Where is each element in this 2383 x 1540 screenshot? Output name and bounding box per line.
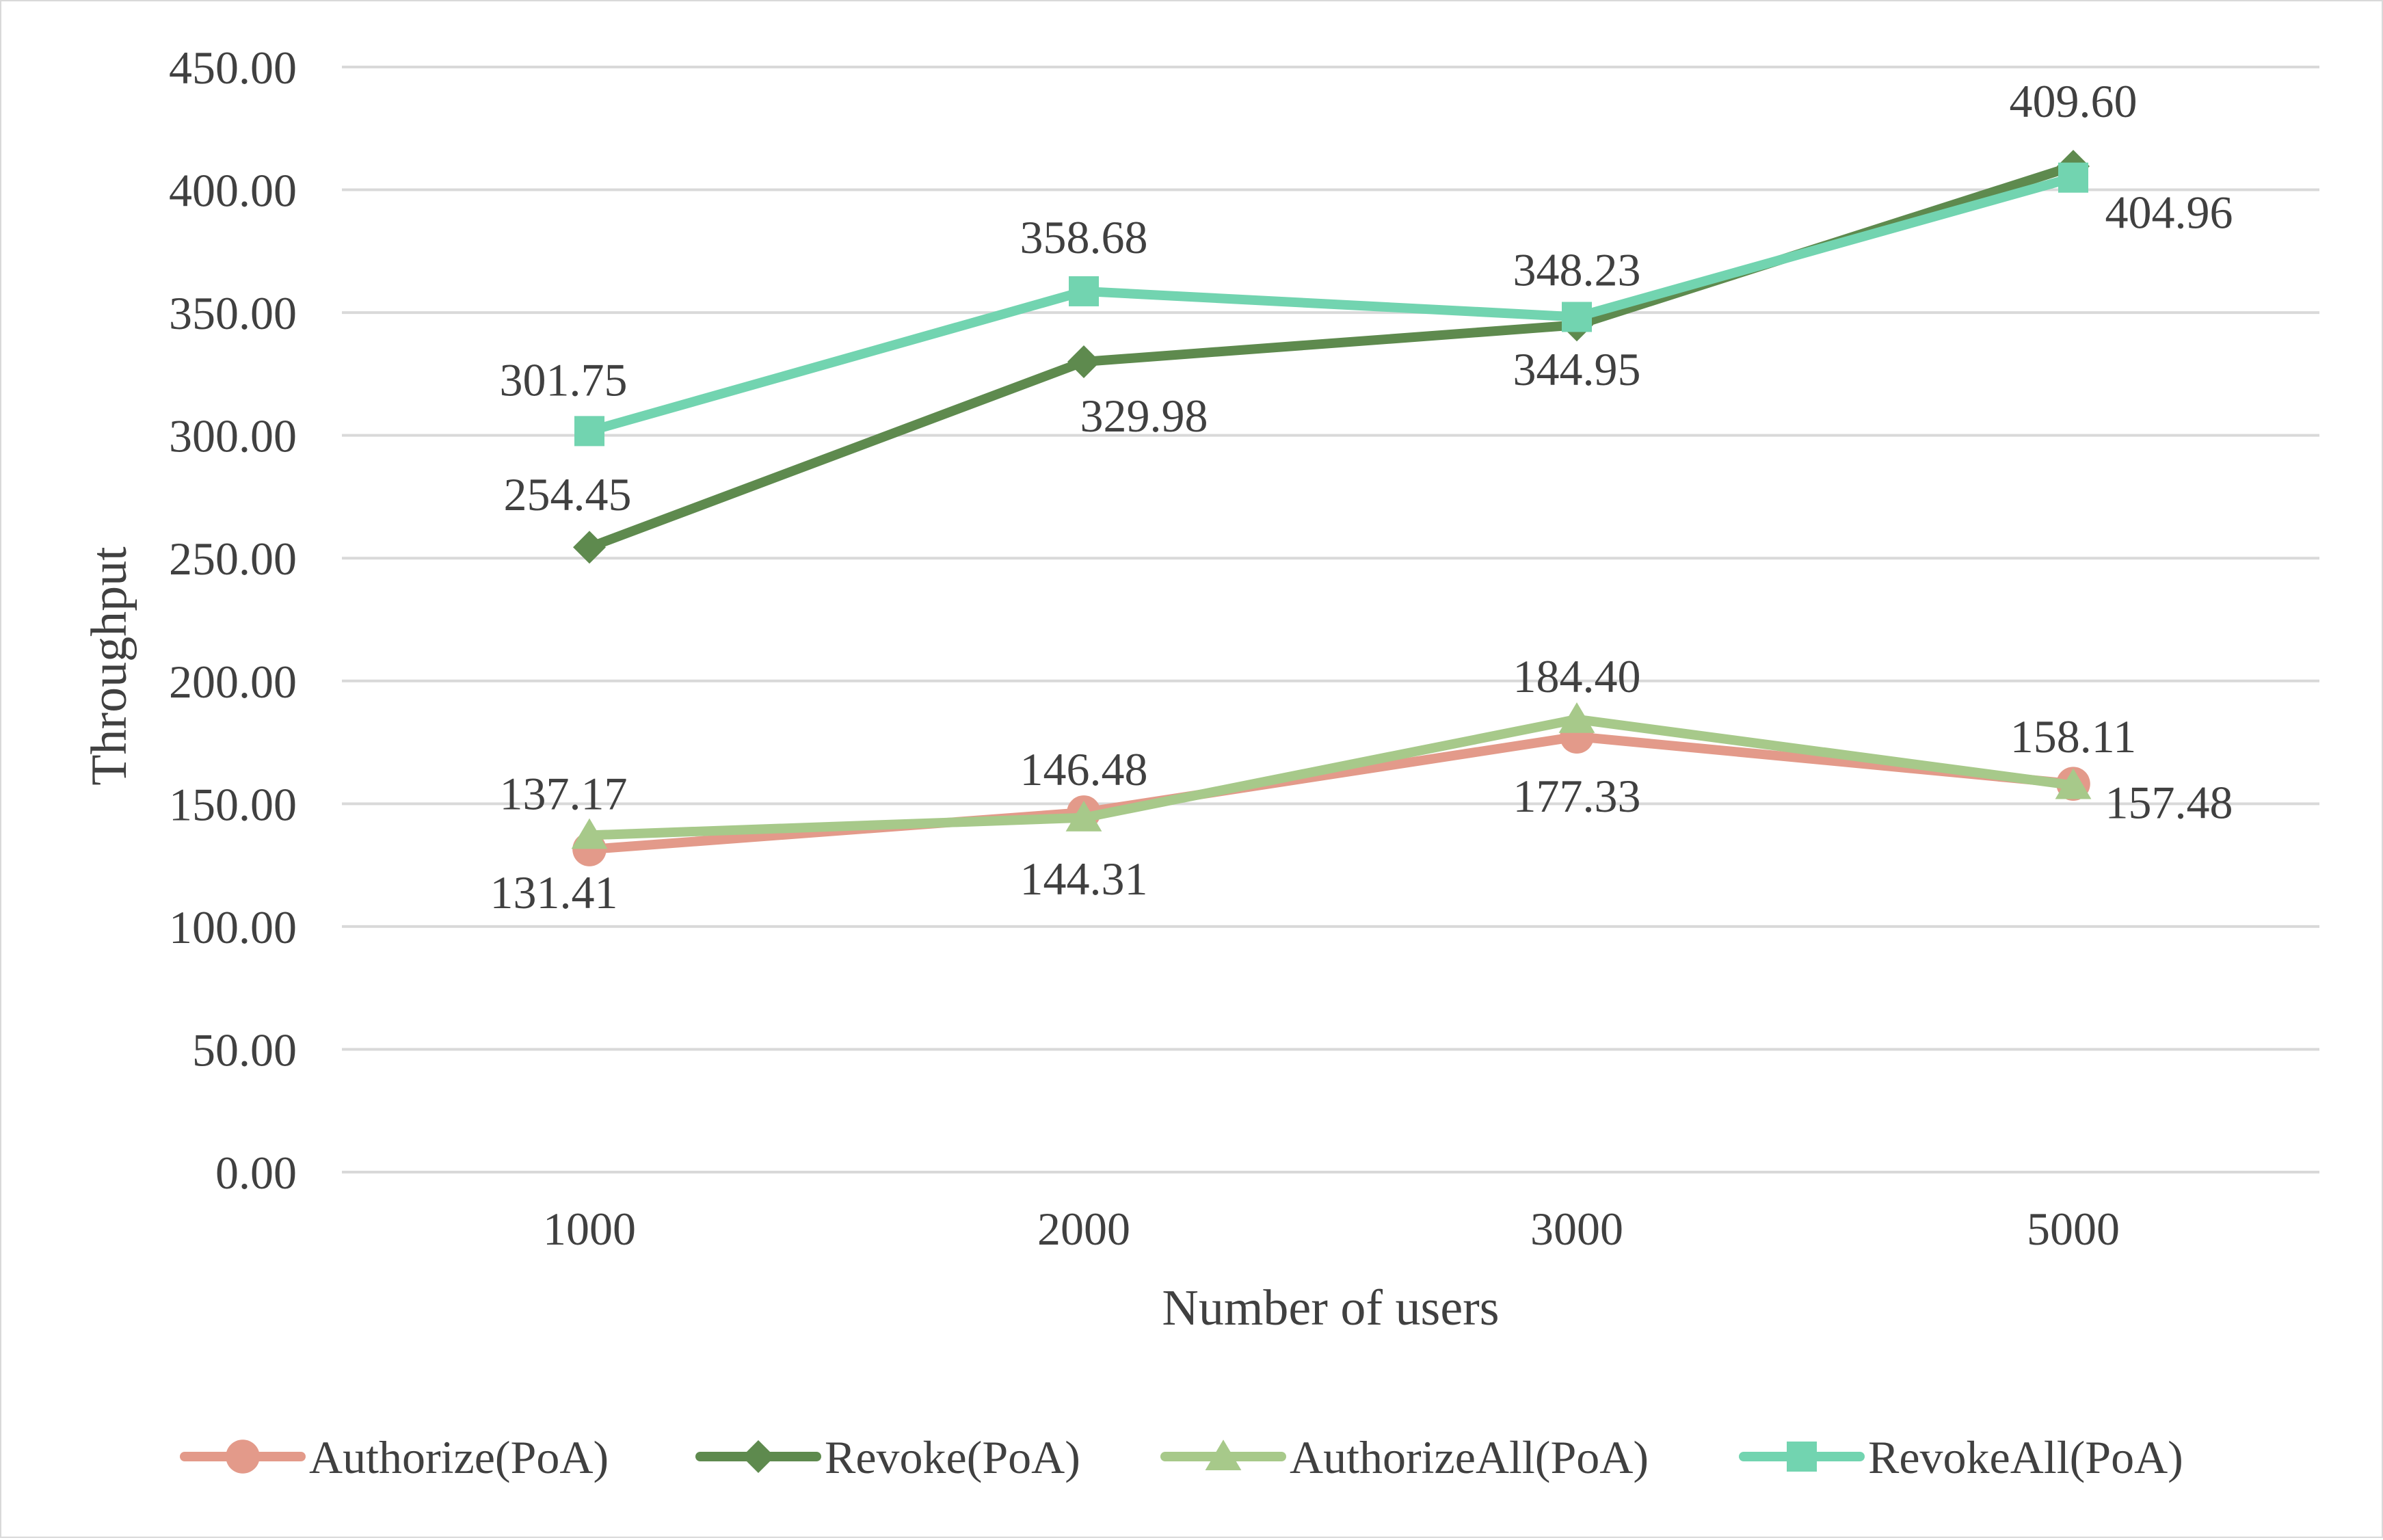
legend-label: Authorize(PoA) [309, 1431, 609, 1483]
y-tick-label: 50.00 [192, 1024, 297, 1076]
legend-label: Revoke(PoA) [825, 1431, 1080, 1483]
legend-item: Authorize(PoA) [180, 1431, 609, 1483]
triangle-marker [571, 818, 608, 849]
data-label: 157.48 [2105, 776, 2233, 828]
data-label: 144.31 [1020, 853, 1148, 905]
y-tick-label: 200.00 [169, 656, 297, 708]
y-axis-ticks: 0.00 50.00 100.00 150.00 200.00 250.00 300.00 3… [169, 42, 297, 1199]
data-label: 137.17 [500, 767, 628, 819]
triangle-marker [1065, 800, 1102, 832]
x-tick-label: 2000 [1037, 1203, 1130, 1255]
legend-item: Revoke(PoA) [695, 1431, 1080, 1483]
legend-label: AuthorizeAll(PoA) [1290, 1431, 1649, 1483]
x-tick-label: 5000 [2027, 1203, 2120, 1255]
gridlines [342, 66, 2319, 1173]
y-tick-label: 400.00 [169, 165, 297, 217]
data-label: 409.60 [2010, 75, 2138, 127]
data-label: 184.40 [1513, 650, 1641, 702]
x-axis-title: Number of users [1162, 1280, 1499, 1336]
series-line [585, 161, 2078, 553]
data-label: 158.11 [2010, 711, 2136, 762]
series-Revoke(PoA) [573, 150, 2090, 564]
data-label: 301.75 [500, 354, 628, 406]
y-tick-label: 150.00 [169, 778, 297, 830]
diamond-marker [742, 1440, 775, 1473]
series-RevokeAll(PoA) [574, 162, 2088, 447]
square-marker [2058, 162, 2088, 193]
data-label: 146.48 [1020, 743, 1148, 795]
data-label: 177.33 [1513, 770, 1641, 822]
series-line [585, 714, 2078, 840]
x-tick-label: 1000 [543, 1203, 636, 1255]
triangle-marker [1558, 702, 1595, 733]
series-line [585, 172, 2078, 436]
y-tick-label: 350.00 [169, 287, 297, 339]
x-tick-label: 3000 [1530, 1203, 1623, 1255]
data-label: 358.68 [1020, 211, 1148, 263]
triangle-marker [2055, 768, 2092, 799]
square-marker [1787, 1442, 1817, 1472]
x-axis-ticks: 1000 2000 3000 5000 [543, 1203, 2120, 1255]
diamond-marker [573, 531, 606, 564]
y-tick-label: 450.00 [169, 42, 297, 94]
data-label: 404.96 [2105, 187, 2233, 239]
series-Authorize(PoA) [572, 719, 2090, 866]
y-axis-title: Throughput [81, 546, 137, 786]
legend-item: AuthorizeAll(PoA) [1160, 1431, 1649, 1483]
triangle-marker [1205, 1439, 1242, 1470]
data-label: 348.23 [1513, 243, 1641, 295]
square-marker [1069, 276, 1099, 306]
circle-marker [226, 1439, 260, 1474]
data-label: 254.45 [504, 468, 632, 520]
data-labels: 131.41 146.48 177.33 158.11 254.45 329.98 344.… [490, 75, 2233, 918]
series-lines [571, 150, 2092, 866]
data-label: 344.95 [1513, 343, 1641, 395]
legend-label: RevokeAll(PoA) [1868, 1431, 2183, 1483]
legend: Authorize(PoA) Revoke(PoA) AuthorizeAll(Po… [180, 1431, 2183, 1483]
series-AuthorizeAll(PoA) [571, 702, 2092, 849]
y-tick-label: 0.00 [215, 1147, 297, 1199]
data-label: 131.41 [490, 866, 618, 918]
y-tick-label: 250.00 [169, 533, 297, 585]
square-marker [574, 416, 604, 447]
square-marker [1562, 302, 1592, 332]
y-tick-label: 300.00 [169, 410, 297, 462]
data-label: 329.98 [1080, 390, 1208, 442]
diamond-marker [1067, 345, 1100, 379]
y-tick-label: 100.00 [169, 901, 297, 953]
legend-item: RevokeAll(PoA) [1739, 1431, 2183, 1483]
